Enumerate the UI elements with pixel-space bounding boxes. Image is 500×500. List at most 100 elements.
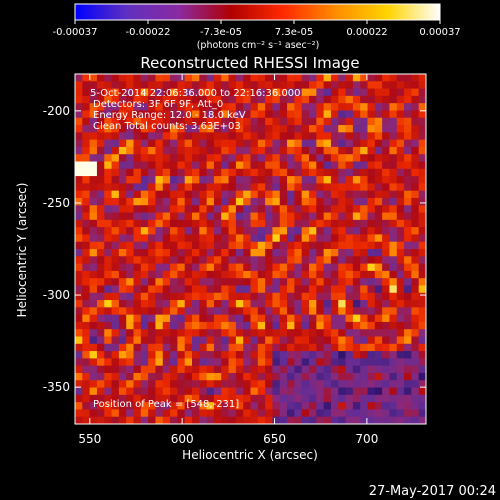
heatmap-cell [265,380,273,388]
heatmap-cell [177,241,186,250]
heatmap-cell [352,300,361,308]
heatmap-cell [279,372,288,381]
heatmap-cell [126,212,134,221]
heatmap-cell [382,227,390,235]
heatmap-cell [177,285,186,294]
heatmap-cell [301,227,310,235]
heatmap-cell [192,372,200,381]
heatmap-cell [89,234,98,243]
heatmap-cell [243,336,251,345]
heatmap-cell [148,365,156,374]
heatmap-cell [287,110,295,119]
heatmap-cell [148,380,156,388]
heatmap-cell [155,394,164,403]
heatmap-cell [221,263,229,272]
heatmap-cell [352,402,361,410]
heatmap-cell [199,365,208,374]
x-tick-label: 650 [263,432,286,446]
heatmap-cell [287,409,295,418]
heatmap-cell [235,234,244,243]
heatmap-cell [396,81,405,89]
heatmap-cell [389,365,398,374]
heatmap-cell [257,125,266,133]
heatmap-cell [126,197,134,206]
heatmap-cell [265,88,273,97]
heatmap-cell [177,249,186,257]
heatmap-cell [250,103,259,111]
heatmap-cell [243,292,251,301]
heatmap-cell [250,176,259,184]
heatmap-cell [133,321,142,330]
heatmap-cell [301,380,310,388]
heatmap-cell [228,380,237,388]
heatmap-cell [228,416,237,424]
heatmap-cell [418,176,426,184]
heatmap-cell [265,132,273,141]
heatmap-cell [155,110,164,119]
heatmap-cell [140,285,149,294]
heatmap-cell [82,183,91,192]
heatmap-cell [192,103,200,111]
heatmap-cell [213,95,222,104]
heatmap-cell [382,343,390,352]
heatmap-cell [133,183,142,192]
heatmap-cell [294,409,303,418]
heatmap-cell [206,256,215,264]
heatmap-cell [89,88,98,97]
heatmap-cell [243,372,251,381]
heatmap-cell [126,270,134,279]
heatmap-cell [133,190,142,199]
heatmap-cell [184,285,193,294]
heatmap-cell [272,256,281,264]
heatmap-cell [104,365,112,374]
heatmap-cell [184,249,193,257]
heatmap-cell [301,263,310,272]
heatmap-cell [352,285,361,294]
heatmap-cell [89,103,98,111]
heatmap-cell [374,205,383,213]
heatmap-cell [140,321,149,330]
heatmap-cell [360,402,368,410]
heatmap-cell [338,307,346,316]
heatmap-cell [374,234,383,243]
heatmap-cell [199,402,208,410]
heatmap-cell [352,307,361,316]
heatmap-cell [148,132,156,141]
heatmap-cell [360,365,368,374]
heatmap-cell [345,161,354,170]
heatmap-cell [367,256,376,264]
heatmap-cell [206,125,215,133]
heatmap-cell [404,358,412,367]
heatmap-cell [221,227,229,235]
heatmap-cell [352,372,361,381]
heatmap-cell [75,285,83,294]
heatmap-cell [338,329,346,337]
heatmap-cell [162,168,171,177]
heatmap-cell [272,351,281,359]
heatmap-cell [396,132,405,141]
heatmap-cell [184,212,193,221]
heatmap-cell [96,256,105,264]
heatmap-cell [177,161,186,170]
heatmap-cell [213,394,222,403]
heatmap-cell [323,74,332,82]
heatmap-cell [104,227,112,235]
heatmap-cell [111,336,120,345]
heatmap-cell [272,336,281,345]
heatmap-cell [294,372,303,381]
heatmap-cell [352,132,361,141]
heatmap-cell [155,300,164,308]
heatmap-cell [235,329,244,337]
heatmap-cell [133,176,142,184]
heatmap-cell [243,358,251,367]
heatmap-cell [82,409,91,418]
heatmap-cell [250,336,259,345]
heatmap-cell [213,270,222,279]
heatmap-cell [265,307,273,316]
heatmap-cell [82,256,91,264]
heatmap-cell [396,139,405,148]
heatmap-cell [287,263,295,272]
heatmap-cell [148,321,156,330]
heatmap-cell [221,176,229,184]
heatmap-cell [89,307,98,316]
